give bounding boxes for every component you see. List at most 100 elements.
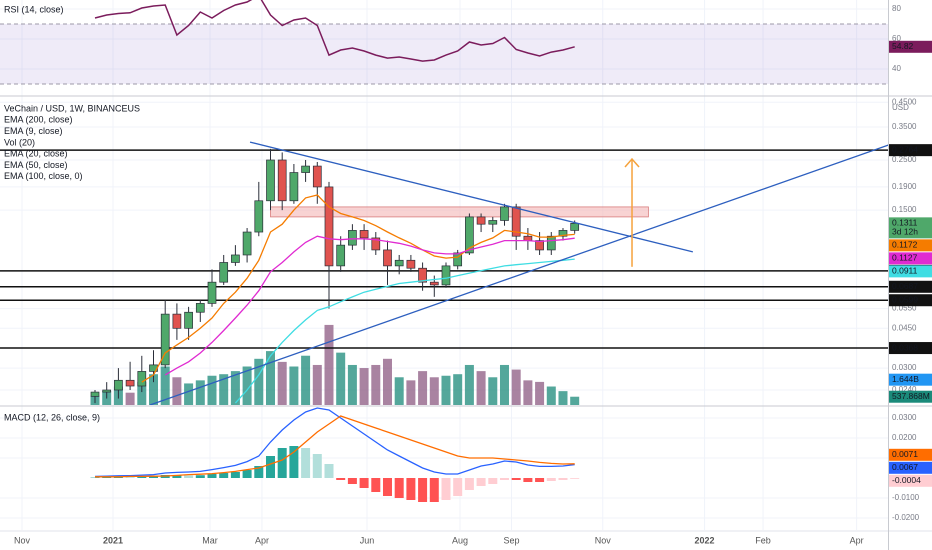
volume-bar	[242, 366, 252, 405]
histogram-bar	[113, 477, 123, 478]
histogram-bar	[488, 478, 498, 484]
volume-last-label: 537.868M	[892, 391, 930, 401]
candle-body	[114, 379, 123, 391]
y-tick-label: 40	[892, 64, 901, 73]
volume-bar	[219, 374, 229, 405]
histogram-bar	[289, 446, 299, 478]
candle-body	[348, 230, 357, 246]
x-tick-label: Apr	[255, 535, 269, 545]
histogram-bar	[207, 474, 217, 478]
volume-bar	[535, 381, 545, 405]
volume-bar	[148, 374, 158, 405]
level-label-box	[889, 294, 932, 307]
rsi-last-label: 54.82	[892, 41, 914, 51]
candle-body	[160, 313, 170, 366]
candle-body	[102, 389, 112, 393]
volume-bar	[382, 358, 392, 405]
candle-body	[301, 165, 310, 173]
ema-label-box	[889, 265, 932, 278]
candle-body	[231, 254, 240, 263]
level-label-box	[889, 342, 932, 355]
legend-entry: EMA (9, close)	[4, 126, 63, 136]
volume-bar	[347, 364, 357, 405]
candle-body	[289, 172, 299, 202]
candle-body	[125, 379, 135, 387]
volume-bar	[277, 361, 287, 405]
histogram-bar	[324, 464, 334, 478]
histogram-bar	[125, 477, 135, 478]
candle-body	[511, 206, 521, 237]
histogram-bar	[535, 478, 545, 482]
macd-pane	[90, 407, 580, 502]
histogram-bar	[230, 472, 240, 478]
candle-body	[441, 265, 451, 286]
histogram-bar	[301, 448, 311, 478]
candle-body	[535, 240, 544, 251]
histogram-bar	[219, 473, 229, 478]
price-pane	[0, 141, 888, 405]
ema-label-box	[889, 252, 932, 265]
candle-body	[336, 244, 346, 267]
histogram-bar	[511, 478, 521, 480]
histogram-bar	[453, 478, 463, 496]
legend-entry: EMA (200, close)	[4, 115, 73, 125]
ema-label-box	[889, 239, 932, 252]
x-tick-label: Aug	[452, 535, 468, 545]
y-tick-label: 0.0240	[892, 385, 917, 394]
legend-entry: EMA (100, close, 0)	[4, 171, 83, 181]
rsi-line	[94, 0, 575, 62]
x-tick-label: 2021	[103, 535, 123, 545]
volume-bar	[254, 358, 264, 405]
candle-body	[570, 223, 580, 231]
x-tick-label: Mar	[202, 535, 218, 545]
histogram-bar	[195, 475, 205, 478]
x-tick-label: Nov	[595, 535, 612, 545]
y-tick-label: 0.0300	[892, 363, 917, 372]
volume-bar	[160, 366, 170, 405]
volume-bar	[488, 377, 498, 405]
signal-label-box	[889, 448, 932, 461]
histogram-bar	[418, 478, 428, 502]
ema-line	[234, 258, 575, 404]
volume-bar	[441, 375, 451, 405]
volume-bar	[312, 364, 322, 405]
histogram-bar	[394, 478, 404, 498]
volume-bar	[265, 351, 275, 405]
histogram-bar	[137, 476, 147, 478]
candle-body	[172, 313, 182, 329]
y-tick-label: 0.3500	[892, 122, 917, 131]
candle-body	[254, 200, 264, 233]
histogram-label: -0.0004	[892, 475, 921, 485]
macd-title: MACD (12, 26, close, 9)	[4, 412, 100, 422]
arrow-head	[624, 157, 640, 168]
histogram-bar	[336, 478, 346, 480]
candle-body	[242, 231, 252, 256]
x-tick-label: Apr	[850, 535, 864, 545]
histogram-bar	[546, 478, 556, 481]
volume-bar	[289, 366, 299, 405]
candle-body	[312, 165, 322, 188]
histogram-bar	[523, 478, 533, 482]
volume-bar	[546, 386, 556, 405]
level-label: 0.2764	[892, 144, 918, 154]
volume-bar	[499, 364, 509, 405]
volume-bar	[453, 374, 463, 405]
candle-body	[453, 252, 463, 267]
candle-body	[465, 216, 474, 254]
candle-body	[137, 371, 147, 387]
level-label: 0.0368	[892, 342, 918, 352]
histogram-bar	[148, 476, 158, 478]
candle-body	[394, 259, 404, 267]
ema-label: 0.1127	[892, 253, 918, 263]
candle-body	[371, 237, 381, 251]
volume-average-label: 1.644B	[892, 374, 919, 384]
x-tick-label: Nov	[14, 535, 31, 545]
candle-body	[266, 159, 275, 202]
y-tick-label: 0.0450	[892, 323, 917, 332]
histogram-bar	[172, 475, 182, 478]
resistance-zone	[270, 206, 649, 218]
last-price-label-box	[889, 217, 932, 239]
rsi-pane	[0, 0, 888, 85]
candle-body	[429, 281, 439, 286]
candle-body	[383, 249, 392, 267]
